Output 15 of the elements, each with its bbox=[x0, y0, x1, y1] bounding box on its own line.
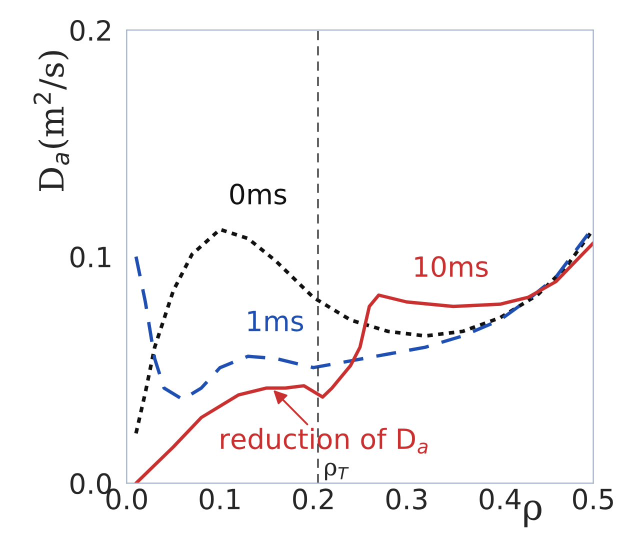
y-tick-label: 0.2 bbox=[70, 20, 110, 41]
annotation: reduction of D$_{a}$ bbox=[221, 428, 428, 454]
line-series bbox=[134, 241, 594, 484]
series-label: 10ms bbox=[415, 256, 488, 278]
x-tick-label: 0.1 bbox=[200, 488, 240, 510]
x-tick-label: 0.3 bbox=[386, 488, 427, 510]
series-label: 0ms bbox=[230, 184, 286, 205]
x-axis-title: ρ bbox=[524, 500, 542, 528]
x-tick-label: 0.4 bbox=[480, 488, 520, 510]
x-tick-label: 0.2 bbox=[293, 488, 333, 510]
y-axis-title: D$_{a}$(m$^{2}$/s) bbox=[33, 51, 70, 191]
y-tick-label: 0.1 bbox=[70, 246, 110, 268]
x-tick-label: 0.5 bbox=[573, 488, 613, 510]
series-label: 1ms bbox=[248, 310, 304, 332]
ref-line-label: ρ$_{T}$ bbox=[325, 462, 349, 480]
